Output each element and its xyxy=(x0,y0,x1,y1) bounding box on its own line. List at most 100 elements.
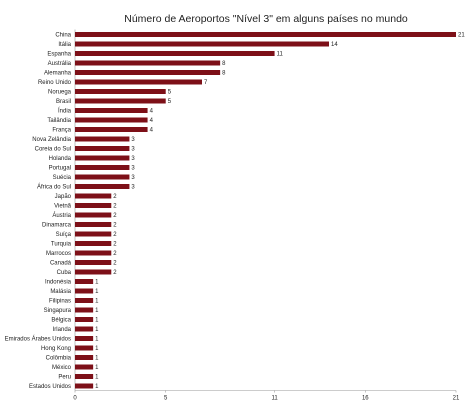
category-label: Estados Unidos xyxy=(29,384,71,390)
value-label: 3 xyxy=(131,185,135,191)
value-label: 2 xyxy=(113,194,117,200)
value-label: 4 xyxy=(150,118,154,124)
value-label: 1 xyxy=(95,299,99,305)
bar xyxy=(75,60,221,66)
category-label: Áustria xyxy=(52,212,71,219)
bar xyxy=(75,89,166,94)
category-label: Coreia do Sul xyxy=(35,147,71,153)
value-label: 11 xyxy=(277,52,284,58)
bar xyxy=(75,374,94,379)
category-label: Noruega xyxy=(48,90,72,96)
value-label: 2 xyxy=(113,204,117,210)
value-label: 1 xyxy=(95,337,99,343)
bar xyxy=(75,269,112,275)
category-label: Turquia xyxy=(51,242,72,248)
category-label: Marrocos xyxy=(46,251,71,257)
category-label: Nova Zelândia xyxy=(32,137,71,143)
bar xyxy=(75,364,94,370)
x-tick-label: 16 xyxy=(362,396,369,402)
bar xyxy=(75,146,130,151)
category-label: Austrália xyxy=(48,61,72,67)
category-label: Vietnã xyxy=(54,204,72,210)
category-label: Singapura xyxy=(44,308,72,314)
value-label: 8 xyxy=(222,71,226,77)
bar xyxy=(75,250,112,256)
category-label: Dinamarca xyxy=(42,223,72,229)
category-label: Peru xyxy=(58,375,71,381)
category-label: Indonésia xyxy=(45,280,72,286)
bar xyxy=(75,212,112,218)
value-label: 3 xyxy=(131,166,135,172)
value-label: 1 xyxy=(95,327,99,333)
category-label: França xyxy=(52,128,71,134)
bar xyxy=(75,108,148,113)
bar xyxy=(75,136,130,142)
value-label: 14 xyxy=(331,42,338,48)
category-label: Reino Unido xyxy=(38,80,72,86)
bar xyxy=(75,279,94,284)
value-label: 1 xyxy=(95,318,99,324)
category-label: China xyxy=(55,33,71,39)
bar xyxy=(75,336,94,341)
value-label: 4 xyxy=(150,128,154,134)
bar xyxy=(75,317,94,322)
category-label: África do Sul xyxy=(37,184,71,191)
bar xyxy=(75,345,94,351)
category-label: Suíça xyxy=(56,232,72,238)
bar xyxy=(75,193,112,199)
value-label: 5 xyxy=(168,99,172,105)
category-label: Holanda xyxy=(49,156,72,162)
bar xyxy=(75,203,112,208)
bar xyxy=(75,260,112,265)
x-tick-label: 5 xyxy=(164,396,168,402)
category-label: Hong Kong xyxy=(41,346,71,352)
chart-title: Número de Aeroportos "Nível 3" em alguns… xyxy=(124,13,408,25)
bar xyxy=(75,41,329,47)
bar xyxy=(75,98,166,104)
value-label: 3 xyxy=(131,147,135,153)
value-label: 2 xyxy=(113,261,117,267)
value-label: 1 xyxy=(95,356,99,362)
category-label: Tailândia xyxy=(47,118,71,124)
value-label: 2 xyxy=(113,242,117,248)
bar xyxy=(75,307,94,313)
bar xyxy=(75,231,112,237)
bar xyxy=(75,165,130,170)
category-label: Espanha xyxy=(47,52,71,58)
bar xyxy=(75,298,94,303)
category-label: Emirados Árabes Unidos xyxy=(5,336,71,343)
category-label: Japão xyxy=(55,194,72,200)
value-label: 21 xyxy=(458,33,465,39)
bar xyxy=(75,155,130,161)
value-label: 2 xyxy=(113,213,117,219)
value-label: 1 xyxy=(95,289,99,295)
value-label: 5 xyxy=(168,90,172,96)
category-label: Suécia xyxy=(53,175,72,181)
value-label: 1 xyxy=(95,384,99,390)
category-label: Filipinas xyxy=(49,299,71,305)
category-label: Cuba xyxy=(57,270,72,276)
category-label: Bélgica xyxy=(51,318,71,324)
category-label: México xyxy=(52,365,72,371)
bar xyxy=(75,222,112,227)
value-label: 2 xyxy=(113,232,117,238)
category-label: Irlanda xyxy=(53,327,72,333)
category-label: Índia xyxy=(58,108,72,115)
bar xyxy=(75,32,456,37)
bar xyxy=(75,51,275,56)
category-label: Alemanha xyxy=(44,71,72,77)
category-label: Itália xyxy=(58,42,71,48)
bar xyxy=(75,288,94,294)
value-label: 2 xyxy=(113,270,117,276)
category-label: Portugal xyxy=(49,166,71,172)
value-label: 3 xyxy=(131,175,135,181)
category-label: Malásia xyxy=(50,289,71,295)
bar xyxy=(75,326,94,332)
x-tick-label: 21 xyxy=(453,396,460,402)
bar xyxy=(75,241,112,246)
bar xyxy=(75,355,94,360)
x-tick-label: 0 xyxy=(73,396,77,402)
bar xyxy=(75,174,130,180)
